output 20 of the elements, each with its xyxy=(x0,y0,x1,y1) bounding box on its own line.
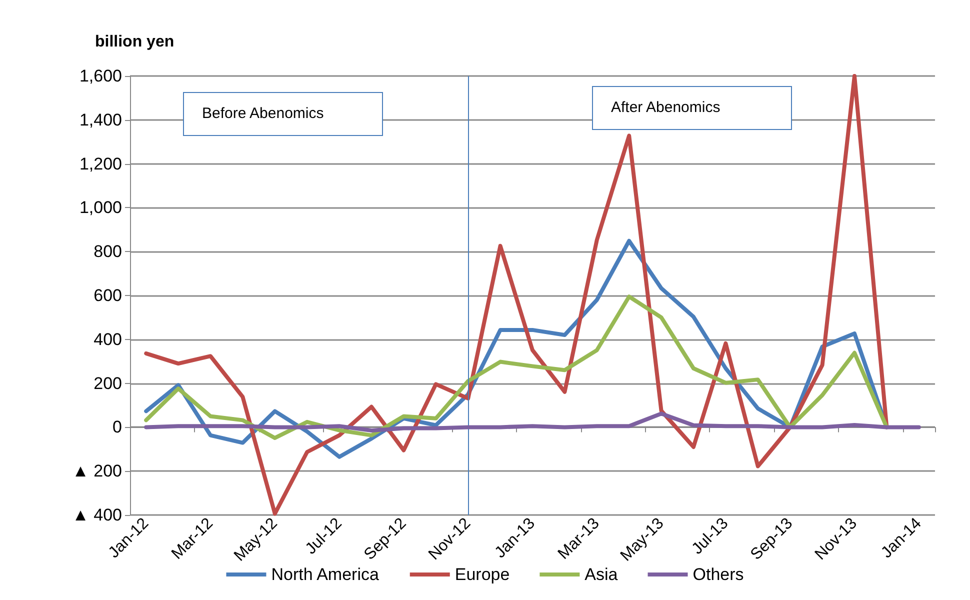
y-tick-label: 400 xyxy=(94,330,122,349)
text: 200 xyxy=(94,374,122,393)
line-series xyxy=(144,412,921,432)
legend-label: Asia xyxy=(584,565,618,584)
line-series xyxy=(144,74,889,516)
y-tick-label: 0 xyxy=(112,418,122,437)
y-tick-label: 800 xyxy=(94,242,122,262)
line-series xyxy=(144,294,889,440)
y-tick-label: 1,400 xyxy=(79,110,122,130)
legend-label: North America xyxy=(271,565,380,584)
y-axis-title: billion yen xyxy=(95,34,174,50)
y-tick-label: 1,200 xyxy=(79,154,122,174)
y-tick-label: 1,000 xyxy=(79,198,122,218)
text-box: After Abenomics xyxy=(592,86,792,130)
y-tick-label: 600 xyxy=(94,286,122,305)
legend-label: Others xyxy=(692,565,744,584)
y-tick-label: 1,600 xyxy=(79,66,122,86)
legend-label: Europe xyxy=(454,565,510,584)
text-box: Before Abenomics xyxy=(183,92,383,136)
y-tick-label: ▲ 200 xyxy=(72,462,122,481)
